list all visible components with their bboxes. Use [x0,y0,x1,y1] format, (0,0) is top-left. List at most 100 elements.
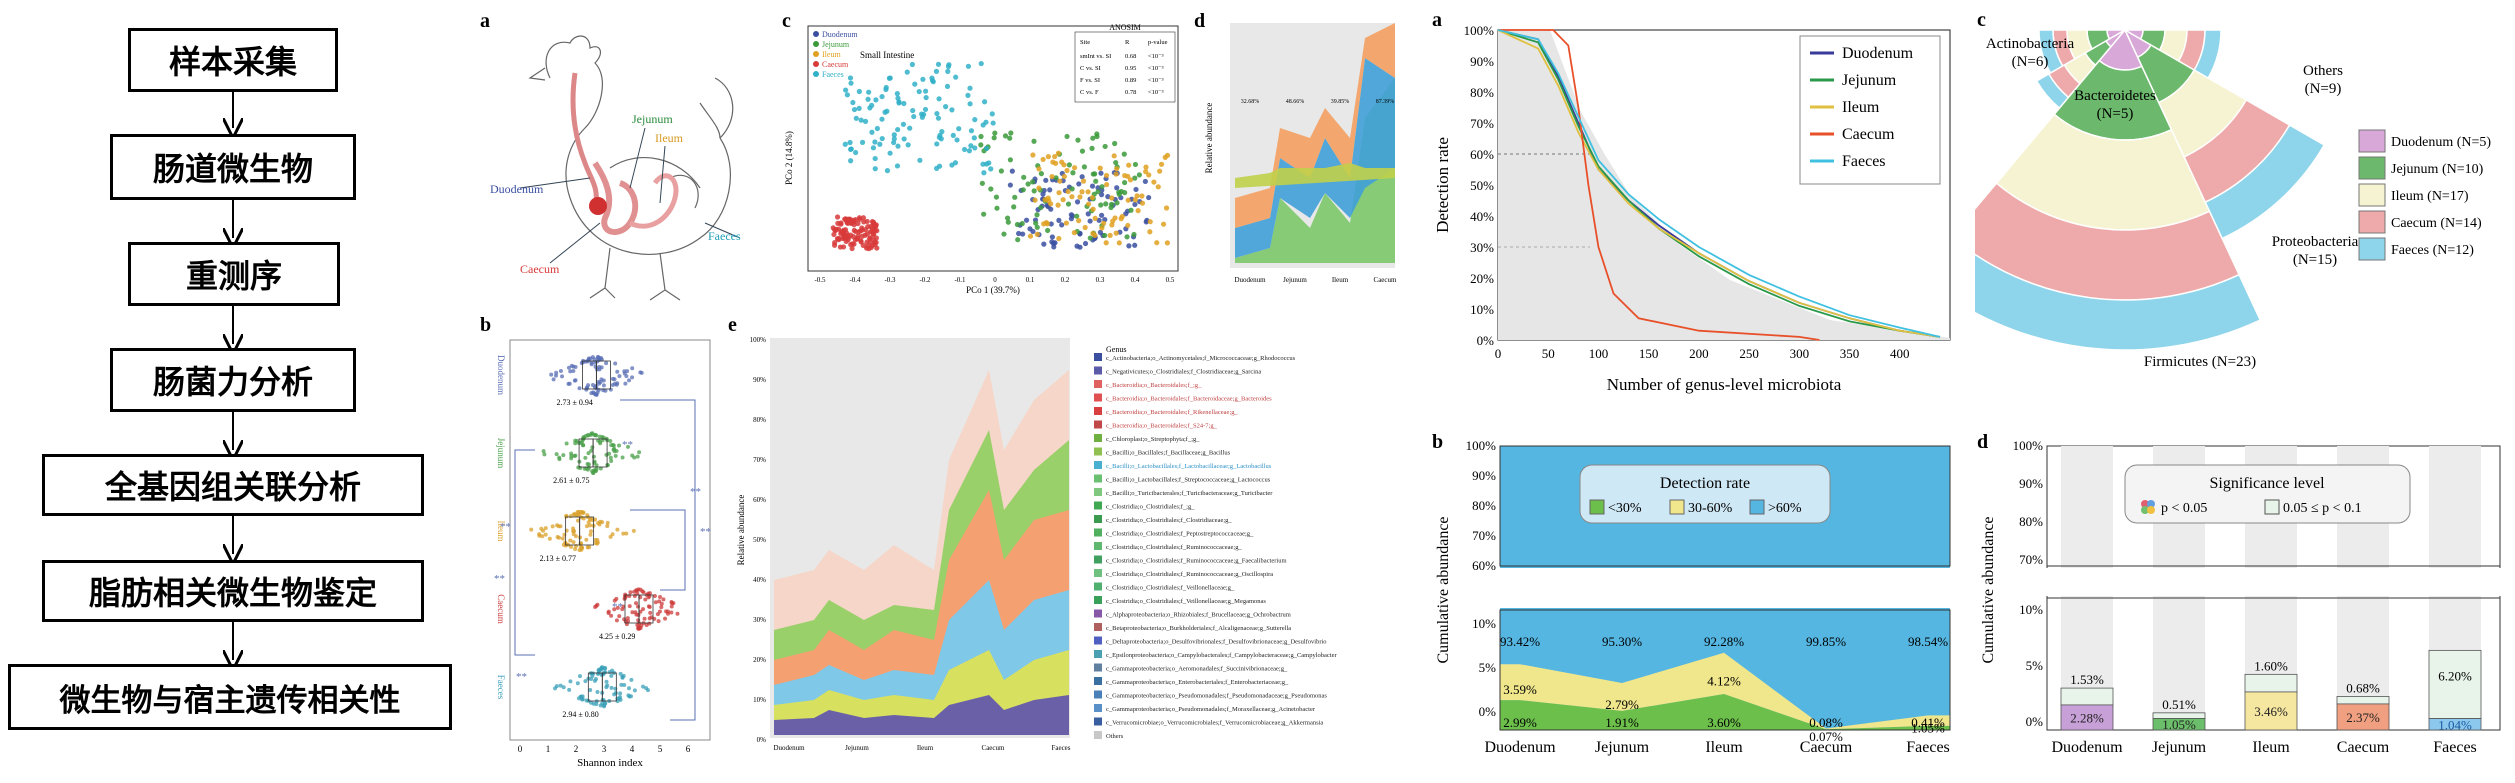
det-xtick: 100 [1589,346,1609,361]
chartb-legend-swatch [1669,499,1685,515]
shannon-swarm [549,354,644,397]
flow-step-6: 脂肪相关微生物鉴定 [42,560,424,622]
panel-d-category: Jejunum [1283,276,1307,284]
panel-e-category: Faeces [1051,744,1070,752]
panel-e-ytick: 80% [753,416,766,424]
pcoa-xtick: 0.5 [1166,276,1175,284]
shannon-tick: 2 [574,744,579,754]
panel-e-ytick: 100% [750,336,767,344]
chartd-bar-p005 [2244,691,2298,731]
shannon-sig-4: ** [494,573,505,585]
chartd-label-p005: 2.37% [2346,710,2380,725]
det-ytick: 40% [1470,209,1494,224]
genus-swatch [1094,353,1102,361]
genus-label: c_Bacilli;o_Lactobacillales;f_Streptococ… [1106,477,1271,484]
genus-swatch [1094,731,1102,739]
genus-swatch [1094,542,1102,550]
genus-label: c_Gammaproteobacteria;o_Pseudomonadales;… [1106,706,1316,713]
pcoa-xtick: 0.3 [1096,276,1105,284]
chartd-label-p01: 0.68% [2346,680,2380,695]
chartd-legend-swatch [2147,506,2155,514]
pcoa-legend-dot [813,31,819,37]
panel-e-category: Caecum [982,744,1005,752]
pcoa-legend-dot [813,61,819,67]
genus-swatch [1094,704,1102,712]
shannon-tick: 3 [602,744,607,754]
genus-label: c_Negativicutes;o_Clostridiales;f_Clostr… [1106,369,1261,376]
chartb-label-gt60: 98.54% [1908,634,1948,649]
genus-label: c_Bacteroidia;o_Bacteroidales;f_S24-7;g_ [1106,423,1218,430]
panel-e-category: Jejunum [845,744,869,752]
panel-e-abundance: 100% 90% 80% 70% 60% 50% 40% 30% 20% 10% 0% Duoden… [736,336,1337,752]
det-xlabel: Number of genus-level microbiota [1607,375,1842,394]
chartd-bar-p01 [2336,696,2390,705]
genus-label: c_Betaproteobacteria;o_Burkholderiales;f… [1106,625,1291,632]
rose-category-label: Firmicutes (N=23) [2144,354,2256,370]
chartd-label-p005: 1.05% [2162,717,2196,732]
chartb-label-lt30: 1.91% [1605,715,1639,730]
rose-legend-label: Duodenum (N=5) [2391,135,2491,150]
rose-sector-others [2122,29,2222,80]
shannon-sig-7: ** [516,671,527,683]
phylum-rose-chart: c Actinobacteria (N=6) Bacteroidetes (N=5) P… [1918,9,2491,370]
panel-label-e: e [728,314,737,336]
shannon-stat: 4.25 ± 0.29 [599,632,635,641]
panel-e-category: Duodenum [773,744,805,752]
pcoa-cluster-ileum [1027,150,1171,246]
panel-e-ytick: 40% [753,576,766,584]
panel-label-c: c [782,10,791,32]
chicken-label-jejunum: Jejunum [632,112,673,126]
right-c-label: c [1977,9,1986,31]
genus-swatch [1094,596,1102,604]
rose-category-label: (N=9) [2305,81,2342,97]
chartb-label-lt30: 3.60% [1707,715,1741,730]
chartd-bar-p005 [2428,718,2482,731]
pcoa-xtick: 0.2 [1061,276,1070,284]
anosim-header: p-value [1148,39,1168,46]
det-legend-label: Faeces [1842,153,1886,170]
chartb-legend-swatch [1589,499,1605,515]
chartb-label-30-60: 0.07% [1809,729,1843,744]
genus-swatch [1094,461,1102,469]
chartd-bar-p01 [2060,687,2114,706]
rose-sector-proteobacteria [2123,28,2326,240]
anosim-cell: smInt vs. SI [1080,53,1111,60]
det-ytick: 30% [1470,240,1494,255]
chartb-legend-label: >60% [1768,501,1802,516]
chartb-ytick: 60% [1472,558,1496,573]
anosim-title: ANOSIM [1109,23,1141,32]
det-xtick: 350 [1840,346,1860,361]
right-panel-c: c Actinobacteria (N=6) Bacteroidetes (N=5) P… [1918,0,2515,420]
panel-e-ytick: 90% [753,376,766,384]
pcoa-legend-label: Jejunum [822,40,850,49]
genus-swatch [1094,420,1102,429]
chartd-label-p01: 6.20% [2438,668,2472,683]
chartb-label-lt30: 2.99% [1503,715,1537,730]
shannon-swarm [553,665,650,709]
shannon-stat: 2.61 ± 0.75 [553,476,589,485]
right-b-label: b [1432,431,1443,453]
genus-swatch [1094,677,1102,685]
det-ytick: 50% [1470,178,1494,193]
rose-legend-label: Ileum (N=17) [2391,189,2469,204]
panel-e-category: Ileum [917,744,934,752]
chartb-label-gt60: 93.42% [1500,634,1540,649]
chicken-label-faeces: Faeces [708,229,741,243]
pcoa-legend-dot [813,71,819,77]
flow-step-1: 样本采集 [128,28,338,92]
shannon-sig-2: ** [500,521,511,533]
pcoa-ylabel: PCo 2 (14.8%) [784,131,794,185]
pcoa-xtick: 0.4 [1131,276,1140,284]
chartb-ytick: 100% [1466,438,1497,453]
anosim-cell: C vs. F [1080,89,1099,96]
chartd-bar-p005 [2152,718,2206,731]
pcoa-legend-dot [813,41,819,47]
rose-legend-swatch [2358,183,2386,207]
chartb-label-30-60: 4.12% [1707,673,1741,688]
panel-e-ytick: 70% [753,456,766,464]
anosim-header: Site [1080,39,1090,46]
chartd-label-p01: 1.60% [2254,658,2288,673]
chicken-illustration: Jejunum Ileum Duodenum Caecum Faeces [490,35,741,301]
